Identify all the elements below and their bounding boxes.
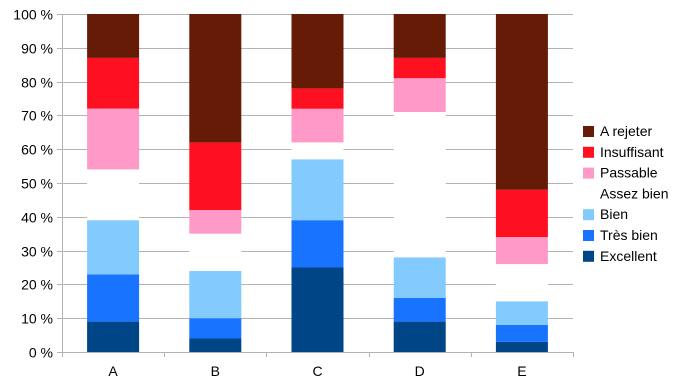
y-tick-label: 100 % [13, 7, 53, 23]
y-tick-label: 0 % [29, 345, 53, 361]
legend-label: Assez bien [600, 185, 668, 201]
y-tick-label: 40 % [21, 210, 53, 226]
legend-label: Très bien [600, 227, 658, 243]
bar-B-assez-bien [189, 233, 242, 271]
legend-swatch [583, 126, 594, 137]
y-tick-label: 90 % [21, 41, 53, 57]
bar-D-excellent [393, 321, 446, 352]
y-tick-label: 70 % [21, 108, 53, 124]
bar-A-assez-bien [87, 169, 140, 221]
bar-D-insuffisant [393, 57, 446, 79]
legend-swatch [583, 167, 594, 179]
bar-A-bien [87, 220, 140, 275]
y-tick-label: 30 % [21, 244, 53, 260]
bar-A-passable [87, 108, 140, 170]
x-tick-label: D [415, 363, 425, 376]
bar-A-a-rejeter [87, 14, 140, 58]
bar-E-excellent [495, 341, 548, 352]
bar-E-a-rejeter [495, 14, 548, 190]
legend-swatch [583, 209, 594, 221]
legend-swatch [583, 146, 594, 158]
bar-C-bien [291, 159, 344, 221]
x-axis-ticks: A B C D E [108, 363, 526, 376]
x-tick-label: E [517, 363, 526, 376]
bar-A-insuffisant [87, 57, 140, 109]
y-tick-label: 60 % [21, 142, 53, 158]
legend-swatch [583, 230, 594, 241]
legend: A rejeter Insuffisant Passable Assez bien Bi… [583, 123, 668, 264]
bar-E-assez-bien [495, 264, 548, 302]
y-tick-label: 50 % [21, 176, 53, 192]
bar-A-excellent [87, 321, 140, 352]
y-tick-label: 20 % [21, 277, 53, 293]
bar-C-passable [291, 108, 344, 143]
bar-E-très-bien [495, 325, 548, 342]
legend-label: A rejeter [600, 123, 652, 139]
bar-A-très-bien [87, 274, 140, 322]
bar-B-bien [189, 270, 242, 319]
x-tick-label: A [108, 363, 118, 376]
bar-B-très-bien [189, 318, 242, 339]
bar-C-insuffisant [291, 88, 344, 109]
bar-B-excellent [189, 338, 242, 352]
bar-D-passable [393, 78, 446, 112]
x-tick-label: B [211, 363, 220, 376]
bar-E-passable [495, 237, 548, 265]
x-tick-label: C [312, 363, 322, 376]
legend-swatch [583, 250, 594, 262]
bar-D-bien [393, 257, 446, 298]
bar-B-passable [189, 210, 242, 234]
bar-C-a-rejeter [291, 14, 344, 89]
bar-D-très-bien [393, 297, 446, 322]
legend-label: Excellent [600, 248, 657, 264]
bar-B-a-rejeter [189, 14, 242, 143]
legend-label: Bien [600, 206, 628, 222]
bar-E-bien [495, 301, 548, 325]
legend-label: Insuffisant [600, 144, 664, 160]
bar-C-assez-bien [291, 142, 344, 160]
bar-B-insuffisant [189, 142, 242, 210]
bar-E-insuffisant [495, 189, 548, 238]
legend-label: Passable [600, 165, 658, 181]
bars [87, 14, 548, 352]
y-tick-label: 10 % [21, 311, 53, 327]
y-tick-label: 80 % [21, 75, 53, 91]
legend-swatch [583, 188, 594, 200]
y-axis-ticks: 0 % 10 % 20 % 30 % 40 % 50 % 60 % 70 % 80 % 90 % 1… [13, 7, 53, 361]
bar-D-a-rejeter [393, 14, 446, 58]
bar-D-assez-bien [393, 112, 446, 258]
bar-C-très-bien [291, 220, 344, 268]
bar-C-excellent [291, 267, 344, 352]
